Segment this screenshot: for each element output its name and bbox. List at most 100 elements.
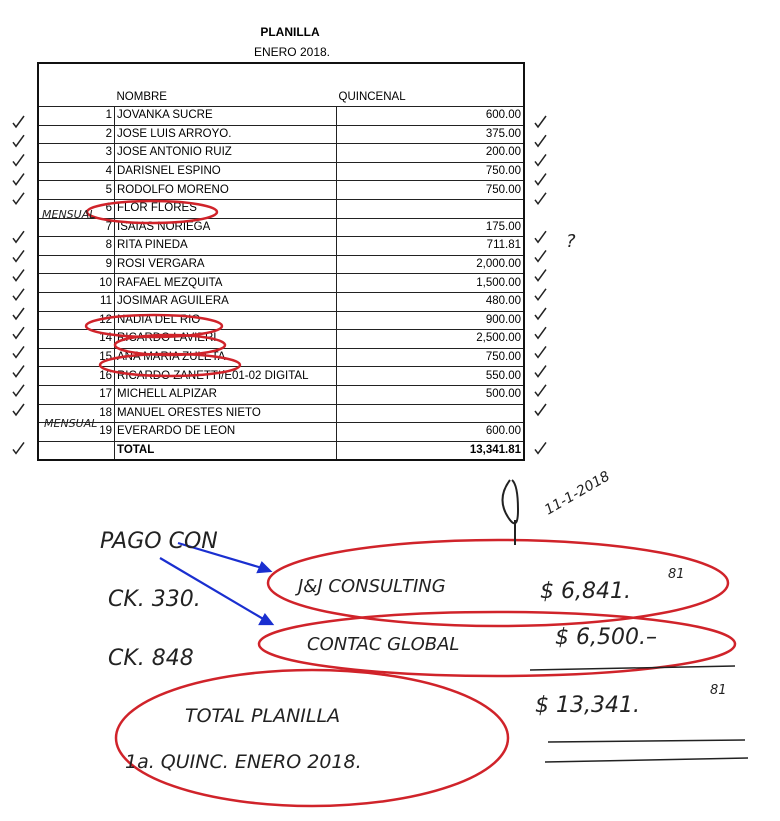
table-row: 9 ROSI VERGARA 2,000.00 xyxy=(37,254,525,275)
employee-name: ROSI VERGARA xyxy=(114,254,337,275)
table-row: 1 JOVANKA SUCRE 600.00 xyxy=(37,106,525,126)
amount: 2,000.00 xyxy=(336,254,525,275)
amount xyxy=(336,403,525,424)
check-mark-icon xyxy=(534,134,547,148)
employee-name: MANUEL ORESTES NIETO xyxy=(114,403,337,424)
table-row: 6 FLOR FLORES xyxy=(37,198,525,219)
grand-total-cents: 81 xyxy=(710,683,727,698)
check-mark-icon xyxy=(12,230,25,244)
row-number: 14 xyxy=(37,329,115,349)
employee-name: RICARDO ZANETTI/E01-02 DIGITAL xyxy=(114,366,337,386)
check-mark-icon xyxy=(534,441,547,455)
check-mark-icon xyxy=(12,384,25,398)
row-number: 17 xyxy=(37,384,115,405)
payee-2: CONTAC GLOBAL xyxy=(307,634,459,655)
payee-1-cents: 81 xyxy=(668,567,685,582)
amount: 600.00 xyxy=(336,106,525,126)
check-mark-icon xyxy=(534,192,547,206)
check-mark-icon xyxy=(534,307,547,321)
check-mark-icon xyxy=(12,173,25,186)
underlines xyxy=(529,665,749,763)
payee-1-amount: $ 6,841. xyxy=(540,579,631,604)
employee-name: JOSE LUIS ARROYO. xyxy=(114,124,337,145)
row-number: 16 xyxy=(37,366,115,386)
check-mark-icon xyxy=(534,153,547,167)
signature-date: 11-1-2018 xyxy=(542,468,613,518)
table-row: 10 RAFAEL MEZQUITA 1,500.00 xyxy=(37,273,525,293)
total-amount: 13,341.81 xyxy=(336,440,525,461)
amount: 900.00 xyxy=(336,310,525,331)
column-header-name: NOMBRE xyxy=(114,62,337,107)
total-note-line-1: TOTAL PLANILLA xyxy=(185,705,340,727)
table-header: NOMBRE QUINCENAL xyxy=(38,62,524,107)
check-number-1: CK. 330. xyxy=(108,587,201,612)
amount: 500.00 xyxy=(336,384,525,405)
check-mark-icon xyxy=(12,307,25,321)
check-mark-icon xyxy=(12,403,25,417)
check-mark-icon xyxy=(534,249,547,263)
employee-name: JOSE ANTONIO RUIZ xyxy=(114,143,337,163)
total-label: TOTAL xyxy=(114,440,337,461)
mensual-note: MENSUAL xyxy=(42,208,95,221)
check-mark-icon xyxy=(534,173,547,186)
circle-contac-global xyxy=(257,610,737,678)
check-mark-icon xyxy=(534,403,547,417)
payroll-table: NOMBRE QUINCENAL 1 JOVANKA SUCRE 600.00 2 JOS… xyxy=(37,62,525,462)
pago-con-note: PAGO CON xyxy=(100,529,218,554)
payee-1: J&J CONSULTING xyxy=(295,576,446,597)
check-mark-icon xyxy=(534,345,547,359)
check-mark-icon xyxy=(534,326,547,340)
check-mark-icon xyxy=(12,288,25,302)
table-row: 2 JOSE LUIS ARROYO. 375.00 xyxy=(37,124,525,145)
check-mark-icon xyxy=(534,269,547,282)
arrow-head-icon xyxy=(256,561,273,574)
circle-total-note xyxy=(114,668,510,808)
blue-arrows xyxy=(159,541,275,626)
check-mark-icon xyxy=(534,230,547,244)
check-mark-icon xyxy=(12,269,25,282)
payee-2-amount: $ 6,500.– xyxy=(555,625,657,650)
table-row: 8 RITA PINEDA 711.81 xyxy=(37,236,525,256)
amount: 750.00 xyxy=(336,161,525,182)
check-mark-icon xyxy=(12,249,25,263)
table-row: 7 ISAIAS NORIEGA 175.00 xyxy=(37,217,525,238)
check-mark-icon xyxy=(12,192,25,206)
check-mark-icon xyxy=(12,365,25,378)
circle-ricardo-lavieri xyxy=(113,333,227,357)
signature xyxy=(501,479,520,545)
circle-flor-flores xyxy=(85,199,219,225)
arrow-head-icon xyxy=(258,613,275,626)
table-row: 16 RICARDO ZANETTI/E01-02 DIGITAL 550.00 xyxy=(37,366,525,386)
check-mark-icon xyxy=(12,441,25,455)
total-row: TOTAL 13,341.81 xyxy=(37,440,525,461)
check-mark-icon xyxy=(12,115,25,129)
table-row: 18 MANUEL ORESTES NIETO xyxy=(37,403,525,424)
underline xyxy=(529,665,736,671)
amount: 200.00 xyxy=(336,143,525,163)
red-circles xyxy=(84,199,737,808)
table-row: 3 JOSE ANTONIO RUIZ 200.00 xyxy=(37,143,525,163)
check-mark-icon xyxy=(12,326,25,340)
grand-total: $ 13,341. xyxy=(535,693,640,718)
amount: 375.00 xyxy=(336,124,525,145)
row-number: 10 xyxy=(37,273,115,293)
table-row: 11 JOSIMAR AGUILERA 480.00 xyxy=(37,291,525,312)
document-subtitle: ENERO 2018. xyxy=(253,45,331,59)
check-mark-icon xyxy=(534,384,547,398)
check-mark-icon xyxy=(534,288,547,302)
employee-name: RITA PINEDA xyxy=(114,236,337,256)
check-mark-icon xyxy=(534,115,547,129)
check-mark-icon xyxy=(12,134,25,148)
underline xyxy=(547,739,746,743)
column-header-amount: QUINCENAL xyxy=(336,62,524,107)
amount: 2,500.00 xyxy=(336,329,525,349)
document-title: PLANILLA xyxy=(260,25,320,39)
amount: 750.00 xyxy=(336,347,525,368)
circle-nadia-del-rio xyxy=(84,313,224,339)
circle-ana-maria-zuleta xyxy=(98,352,242,378)
table-row: 5 RODOLFO MORENO 750.00 xyxy=(37,180,525,200)
check-marks xyxy=(12,115,547,455)
circle-jj-consulting xyxy=(266,538,730,628)
arrow-line xyxy=(159,557,266,621)
